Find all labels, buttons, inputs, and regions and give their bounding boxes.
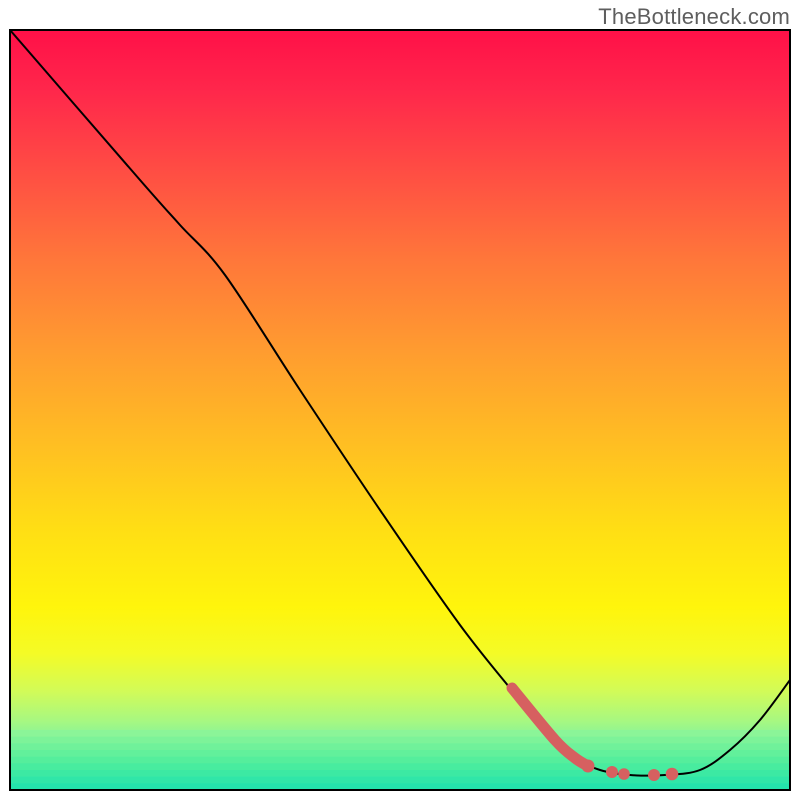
green-band-stripes (10, 730, 790, 797)
watermark-text: TheBottleneck.com (598, 4, 790, 30)
gradient-background (10, 30, 790, 790)
chart-container: TheBottleneck.com (0, 0, 800, 800)
bottleneck-curve-chart (0, 0, 800, 800)
